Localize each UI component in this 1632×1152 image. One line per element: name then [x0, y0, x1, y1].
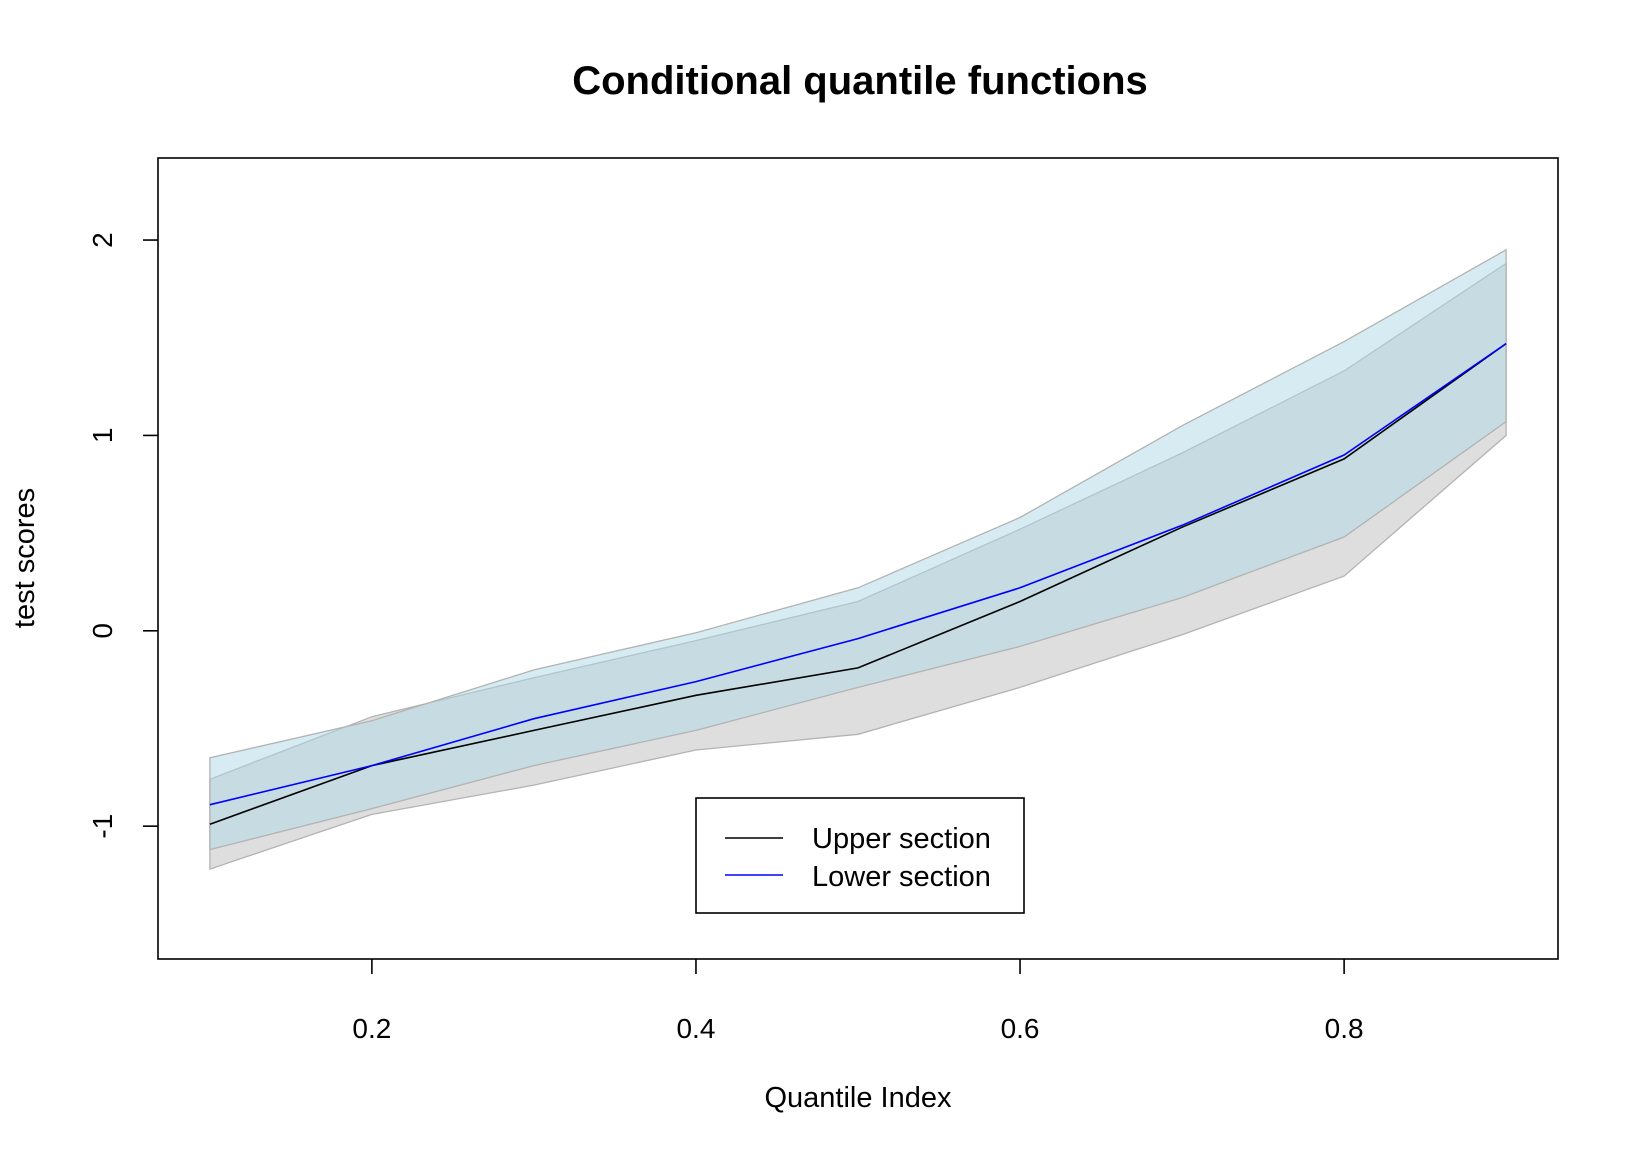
chart-title: Conditional quantile functions [572, 59, 1148, 103]
x-tick-label: 0.4 [676, 1013, 715, 1044]
line-lower-section [209, 342, 1507, 806]
x-tick-label: 0.8 [1325, 1013, 1364, 1044]
legend: Upper section Lower section [695, 797, 1025, 914]
series-lines [209, 342, 1507, 825]
y-axis-label: test scores [9, 488, 41, 628]
y-tick-label: -1 [87, 814, 118, 839]
x-tick-label: 0.2 [352, 1013, 391, 1044]
x-tick-label: 0.6 [1001, 1013, 1040, 1044]
y-tick-label: 2 [87, 232, 118, 248]
confidence-bands [209, 248, 1507, 871]
y-tick-label: 1 [87, 428, 118, 444]
x-axis-label: Quantile Index [764, 1082, 952, 1114]
band-lower-section [209, 248, 1507, 851]
x-axis: 0.2 0.4 0.6 0.8 [352, 959, 1364, 1044]
line-upper-section [209, 342, 1507, 825]
y-tick-label: 0 [87, 623, 118, 639]
legend-label-lower-section: Lower section [812, 861, 991, 893]
legend-label-upper-section: Upper section [812, 823, 991, 855]
legend-box [695, 797, 1025, 914]
plot-frame [157, 157, 1559, 960]
y-axis: -1 0 1 2 [87, 232, 158, 839]
